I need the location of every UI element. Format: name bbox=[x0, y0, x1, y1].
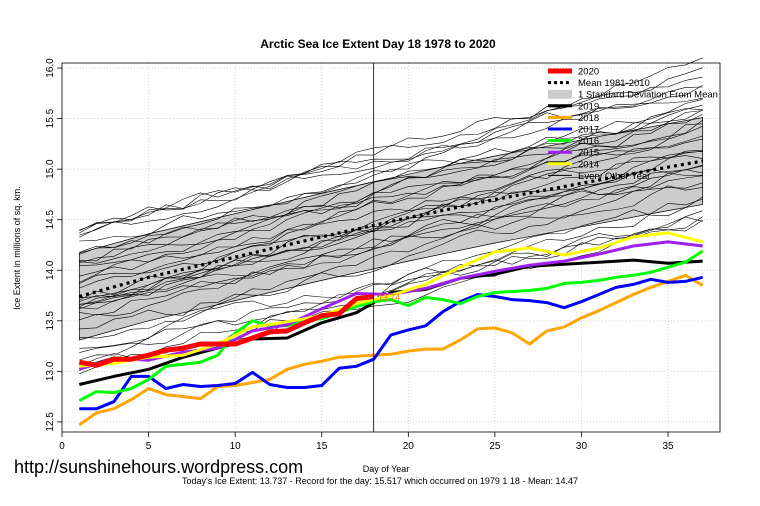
series-line-2017 bbox=[79, 275, 704, 411]
other-year-line bbox=[79, 151, 703, 305]
x-tick-label: 5 bbox=[146, 441, 152, 452]
other-year-line bbox=[79, 149, 703, 302]
other-year-line bbox=[79, 216, 703, 349]
other-year-line bbox=[79, 84, 703, 255]
footer-summary: Today's Ice Extent: 13.737 - Record for … bbox=[182, 476, 578, 486]
other-year-line bbox=[79, 99, 703, 283]
other-year-line bbox=[79, 113, 703, 266]
legend-entry-label: 2016 bbox=[578, 136, 599, 147]
other-year-line bbox=[79, 182, 703, 330]
series-line-2019 bbox=[78, 258, 703, 386]
y-tick-label: 15.5 bbox=[45, 108, 56, 128]
series-line-2016 bbox=[78, 249, 704, 403]
y-tick-label: 12.5 bbox=[45, 412, 56, 432]
legend-entry-label: 2019 bbox=[578, 101, 599, 112]
other-year-line bbox=[79, 86, 703, 236]
other-year-line bbox=[79, 110, 703, 253]
other-year-line bbox=[79, 57, 703, 231]
end-value-label: 13.74 bbox=[378, 293, 401, 303]
other-year-line bbox=[79, 172, 703, 310]
other-year-line bbox=[79, 165, 703, 321]
mean-line bbox=[78, 159, 703, 299]
chart-title: Arctic Sea Ice Extent Day 18 1978 to 202… bbox=[260, 37, 496, 51]
y-axis-label: Ice Extent in millions of sq. km. bbox=[12, 186, 22, 310]
x-axis-label: Day of Year bbox=[363, 464, 410, 474]
legend-entry-label: Every Other Year bbox=[578, 171, 650, 182]
other-year-line bbox=[79, 97, 703, 234]
other-year-line bbox=[79, 138, 703, 264]
y-tick-label: 16.0 bbox=[45, 58, 56, 78]
other-year-line bbox=[79, 135, 703, 301]
x-tick-label: 35 bbox=[662, 441, 674, 452]
other-year-line bbox=[79, 123, 703, 299]
y-tick-label: 13.5 bbox=[45, 311, 56, 331]
x-tick-label: 15 bbox=[316, 441, 328, 452]
plot-area: 13.74 0 5 10 15 20 25 30 35 12.5 13.0 13.5 14.0 14.5 1… bbox=[45, 57, 721, 452]
legend-entry-label: Mean 1981-2010 bbox=[578, 78, 650, 89]
legend-entry-label: 2017 bbox=[578, 125, 599, 136]
watermark-url: http://sunshinehours.wordpress.com bbox=[14, 457, 304, 477]
other-year-line bbox=[79, 119, 703, 289]
y-tick-label: 14.5 bbox=[45, 210, 56, 230]
series-line-2014 bbox=[79, 231, 704, 368]
other-year-line bbox=[79, 155, 703, 284]
x-tick-label: 30 bbox=[576, 441, 588, 452]
y-tick-label: 14.0 bbox=[45, 260, 56, 280]
legend-entry-label: 1 Standard Deviation From Mean bbox=[578, 90, 718, 101]
other-year-line bbox=[79, 169, 703, 316]
y-tick-label: 13.0 bbox=[45, 361, 56, 381]
x-tick-label: 25 bbox=[489, 441, 501, 452]
legend-entry-label: 2015 bbox=[578, 148, 599, 159]
other-year-line bbox=[79, 196, 703, 361]
series-line-2020 bbox=[78, 294, 375, 368]
legend-entry-label: 2014 bbox=[578, 159, 599, 170]
other-year-line bbox=[79, 150, 703, 277]
plot-frame bbox=[61, 62, 721, 433]
x-tick-label: 0 bbox=[59, 441, 65, 452]
x-tick-label: 20 bbox=[403, 441, 415, 452]
series-line-2018 bbox=[78, 273, 704, 427]
x-tick-label: 10 bbox=[230, 441, 242, 452]
legend-entry-label: 2018 bbox=[578, 113, 599, 124]
other-year-line bbox=[79, 108, 703, 242]
other-year-line bbox=[79, 216, 703, 353]
legend-entry-label: 2020 bbox=[578, 67, 599, 78]
y-tick-label: 15.0 bbox=[45, 159, 56, 179]
other-year-line bbox=[79, 185, 703, 339]
